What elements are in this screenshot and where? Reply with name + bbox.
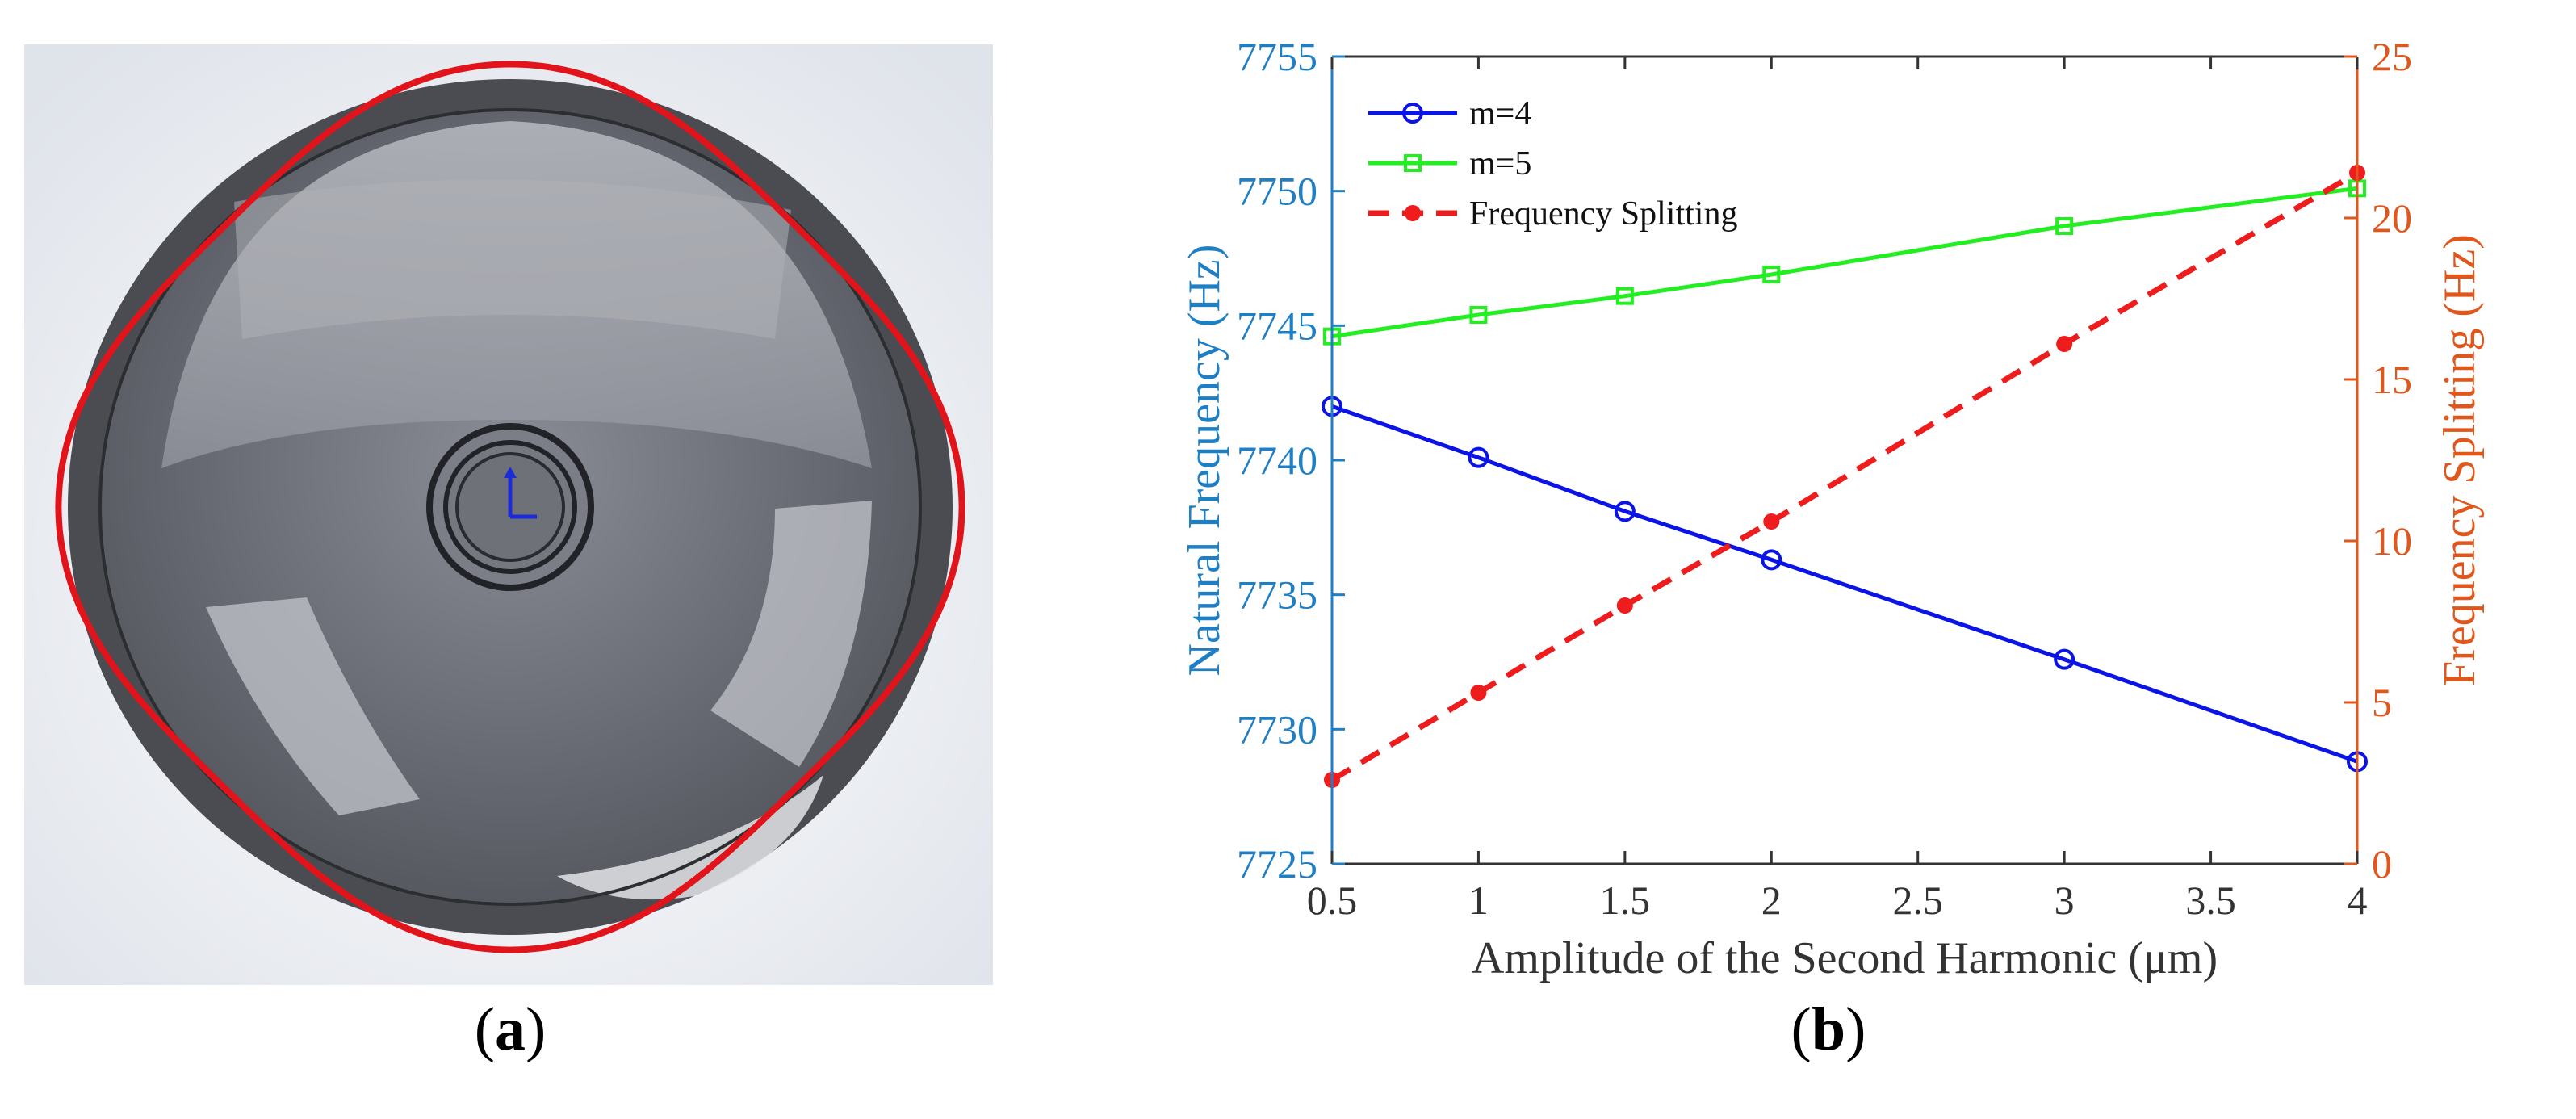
y-left-tick-label: 7750 xyxy=(1237,169,1317,214)
x-tick-label: 1 xyxy=(1468,878,1489,923)
x-axis-title: Amplitude of the Second Harmonic (μm) xyxy=(1472,933,2218,983)
legend-label-1: m=4 xyxy=(1469,95,1531,132)
x-tick-label: 4 xyxy=(2348,878,2368,923)
legend-marker-3 xyxy=(1405,205,1421,221)
series-3-point xyxy=(1763,513,1780,530)
series-2-point xyxy=(2055,217,2074,235)
shell-reflection-bottom xyxy=(557,775,823,900)
series-1-point xyxy=(1468,446,1489,468)
series-1-point xyxy=(1614,501,1636,522)
legend-marker-1 xyxy=(1402,103,1423,124)
axis-indicator-arrow xyxy=(504,467,517,478)
series-1-point xyxy=(1761,549,1782,571)
shell-inner-edge xyxy=(98,108,922,906)
series-1-point xyxy=(2054,648,2075,670)
panel-label-b: (b) xyxy=(1791,995,1866,1063)
series-layer xyxy=(1322,165,2368,788)
y-right-tick-label: 0 xyxy=(2372,841,2392,886)
y-right-tick-label: 5 xyxy=(2372,680,2392,725)
series-2-point xyxy=(1469,306,1488,324)
axes-layer: 0.5 1 1.5 2 2.5 3 3.5 4 7725 7730 7735 7740 7745 7750… xyxy=(1179,34,2485,983)
y-left-tick-label: 7740 xyxy=(1237,438,1317,483)
y-right-tick-label: 10 xyxy=(2372,518,2412,564)
y-left-axis-title: Natural Frequency (Hz) xyxy=(1179,245,1229,677)
deformation-contour xyxy=(55,61,965,953)
legend: m=4 m=5 Frequency Splitting xyxy=(1368,95,1737,233)
x-tick-label: 0.5 xyxy=(1307,878,1358,923)
y-left-tick-label: 7755 xyxy=(1237,34,1317,79)
series-2-point xyxy=(1762,266,1781,283)
series-line-1 xyxy=(1331,404,2358,764)
y-right-tick-label: 20 xyxy=(2372,195,2412,241)
panel-a: (a) xyxy=(0,0,1001,1115)
series-3-point xyxy=(1616,597,1633,614)
y-right-tick-label: 15 xyxy=(2372,357,2412,402)
panel-a-figure: (a) xyxy=(24,44,993,1063)
legend-marker-2 xyxy=(1404,154,1422,172)
y-left-tick-label: 7745 xyxy=(1237,303,1317,348)
series-3-point xyxy=(1470,685,1487,701)
x-tick-label: 3 xyxy=(2055,878,2075,923)
x-tick-label: 1.5 xyxy=(1600,878,1651,923)
y-right-axis-title: Frequency Splitting (Hz) xyxy=(2435,234,2485,686)
panel-label-a: (a) xyxy=(475,995,547,1063)
series-line-2 xyxy=(1331,186,2358,339)
panel-b: m=4 m=5 Frequency Splitting 0.5 1 1.5 2 2.5 3 3.… xyxy=(1049,0,2576,1115)
x-tick-label: 3.5 xyxy=(2185,878,2236,923)
legend-label-2: m=5 xyxy=(1469,145,1531,182)
series-line-3 xyxy=(1330,170,2359,783)
shell-reflection-right xyxy=(710,501,872,767)
shell-reflection-left xyxy=(206,597,420,815)
y-left-tick-label: 7730 xyxy=(1237,706,1317,752)
frequency-chart: m=4 m=5 Frequency Splitting 0.5 1 1.5 2 2.5 3 3.… xyxy=(1179,34,2485,1063)
y-left-tick-label: 7735 xyxy=(1237,572,1317,618)
legend-label-3: Frequency Splitting xyxy=(1469,195,1737,233)
series-2-point xyxy=(1615,287,1634,305)
x-tick-label: 2 xyxy=(1761,878,1782,923)
y-left-tick-label: 7725 xyxy=(1237,841,1317,886)
series-3-point xyxy=(2056,336,2073,352)
shell-highlight-band xyxy=(234,179,791,339)
y-right-tick-label: 25 xyxy=(2372,34,2412,79)
x-tick-label: 2.5 xyxy=(1892,878,1943,923)
